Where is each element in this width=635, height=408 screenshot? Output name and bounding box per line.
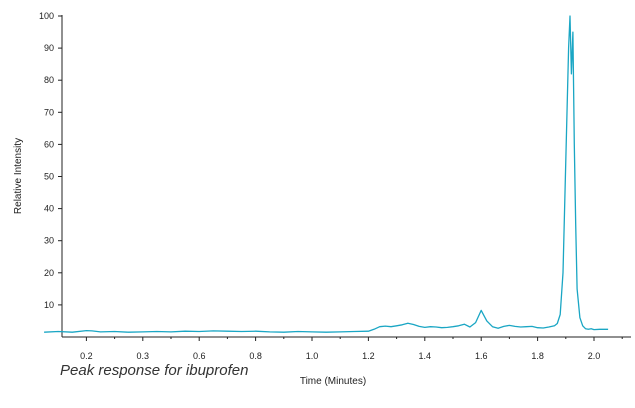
y-tick-label: 60 [44,139,54,149]
y-axis-title: Relative Intensity [13,138,24,214]
x-tick-label: 0.2 [80,351,93,361]
y-tick-label: 70 [44,107,54,117]
chart-axes [61,15,631,338]
y-tick-label: 50 [44,172,54,182]
x-tick-label: 1.4 [419,351,432,361]
x-tick-label: 2.0 [588,351,601,361]
y-tick-label: 90 [44,43,54,53]
x-tick-label: 0.8 [249,351,262,361]
intensity-trace-line [44,15,609,333]
y-tick-label: 20 [44,268,54,278]
y-tick-label: 30 [44,236,54,246]
x-tick-label: 1.6 [475,351,488,361]
figure-caption: Peak response for ibuprofen [60,362,249,379]
x-tick-group: 0.20.30.60.81.01.21.41.61.82.02.22.42.62… [80,337,623,361]
x-tick-label: 1.0 [306,351,319,361]
x-axis-title: Time (Minutes) [300,376,366,387]
y-tick-label: 40 [44,204,54,214]
y-tick-label: 80 [44,75,54,85]
y-tick-label: 10 [44,300,54,310]
x-tick-label: 1.8 [531,351,544,361]
x-tick-label: 0.3 [137,351,150,361]
x-tick-label: 0.6 [193,351,206,361]
y-tick-group: 10 20 30 40 50 60 70 80 90 100 [39,11,62,310]
x-tick-label: 1.2 [362,351,375,361]
y-tick-label: 100 [39,11,54,21]
